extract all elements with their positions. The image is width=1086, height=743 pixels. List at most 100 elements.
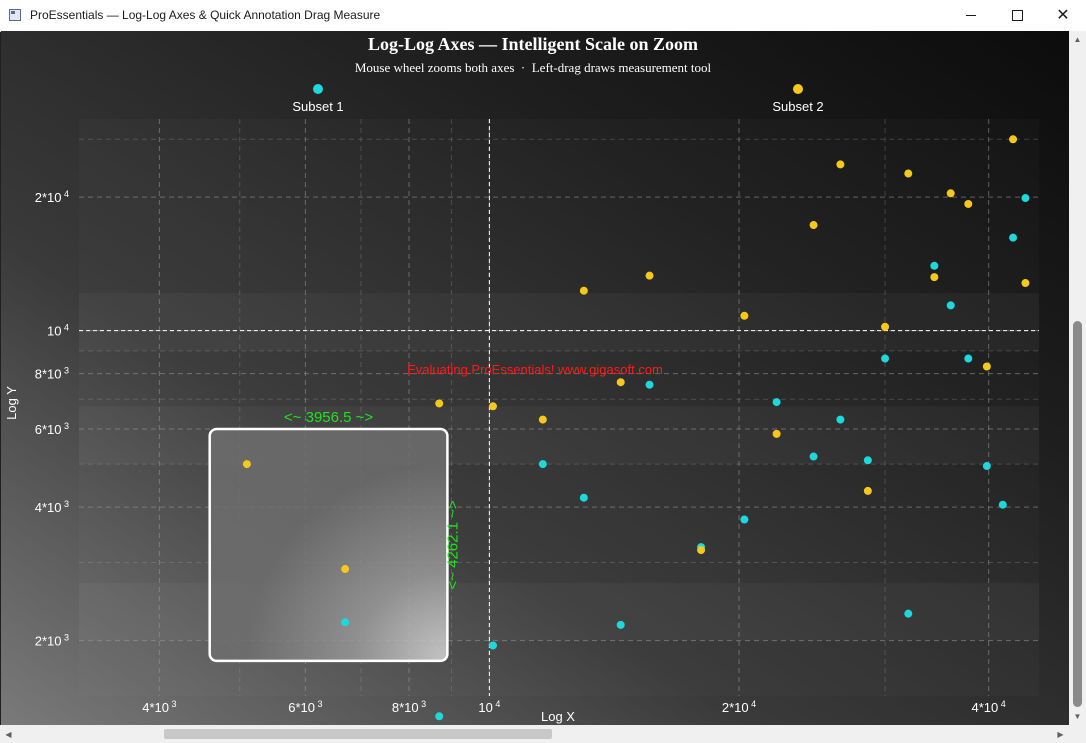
data-points-layer — [242, 135, 1030, 721]
subset-2-point — [645, 271, 654, 280]
scroll-right-icon[interactable]: ▶ — [1057, 729, 1064, 739]
x-tick-exponent: 3 — [169, 699, 177, 709]
subset-2-point — [836, 160, 845, 169]
y-tick-exponent: 4 — [61, 323, 69, 333]
x-tick-exponent: 3 — [419, 699, 427, 709]
y-tick-label: 2*10 3 — [35, 633, 69, 649]
maximize-button[interactable] — [994, 0, 1040, 31]
subset-2-point — [538, 415, 547, 424]
chart-subtitle: Mouse wheel zooms both axes · Left-drag … — [355, 60, 712, 75]
subset-1-point — [645, 380, 654, 389]
measurement-tool[interactable]: <~ 3956.5 ~> <~ 4262.1 ~> — [208, 409, 462, 663]
legend-subset-1-label: Subset 1 — [292, 99, 343, 114]
subset-1-point — [982, 462, 991, 471]
subset-2-point — [1009, 135, 1018, 144]
chart-title: Log-Log Axes — Intelligent Scale on Zoom — [368, 34, 698, 54]
close-button[interactable]: ✕ — [1040, 0, 1086, 31]
subset-2-point — [772, 429, 781, 438]
chart-background — [1, 31, 1069, 725]
legend-subset-1-marker — [313, 84, 323, 94]
subset-1-point — [579, 493, 588, 502]
subset-2-point — [242, 460, 251, 469]
subset-2-point — [982, 362, 991, 371]
y-tick-label: 6*10 3 — [35, 421, 69, 437]
subset-1-point — [964, 354, 973, 363]
y-tick-label: 2*10 4 — [35, 189, 69, 205]
subset-1-point — [904, 609, 913, 618]
minimize-button[interactable] — [948, 0, 994, 31]
axis-labels-layer: 4*10 3 6*10 3 8*10 3 10 4 2*10 4 4*10 42*10 3… — [35, 189, 1006, 715]
subset-2-point — [488, 402, 497, 411]
title-bar[interactable]: ProEssentials — Log-Log Axes & Quick Ann… — [0, 0, 1086, 32]
subset-1-point — [772, 398, 781, 407]
subset-1-point — [863, 456, 872, 465]
subset-1-point — [616, 620, 625, 629]
subset-1-point — [740, 515, 749, 524]
subset-1-point — [809, 452, 818, 461]
y-tick-exponent: 3 — [61, 421, 69, 431]
x-tick-label: 8*10 3 — [392, 699, 426, 715]
subset-2-point — [863, 486, 872, 495]
subset-2-point — [904, 169, 913, 178]
subset-2-point — [881, 322, 890, 331]
x-tick-exponent: 4 — [998, 699, 1006, 709]
app-window-icon — [9, 9, 21, 21]
y-axis-label: Log Y — [4, 386, 19, 420]
subset-1-point — [946, 301, 955, 310]
x-tick-label: 4*10 4 — [972, 699, 1006, 715]
subset-1-point — [930, 261, 939, 270]
x-tick-label: 6*10 3 — [288, 699, 322, 715]
horizontal-scrollbar[interactable]: ◀ ▶ — [0, 725, 1069, 743]
subset-1-point — [538, 460, 547, 469]
legend-subset-2-label: Subset 2 — [772, 99, 823, 114]
legend: Subset 1 Subset 2 — [292, 84, 824, 114]
vertical-scroll-thumb[interactable] — [1073, 321, 1082, 707]
subset-1-point — [1021, 194, 1030, 203]
y-tick-label: 8*10 3 — [35, 366, 69, 382]
subset-2-point — [740, 311, 749, 320]
subset-2-point — [579, 286, 588, 295]
measurement-box[interactable] — [208, 427, 449, 663]
subset-2-point — [697, 546, 706, 555]
window-title: ProEssentials — Log-Log Axes & Quick Ann… — [30, 8, 381, 22]
x-tick-exponent: 4 — [493, 699, 501, 709]
measurement-height-label: <~ 4262.1 ~> — [444, 500, 461, 589]
x-tick-exponent: 3 — [315, 699, 323, 709]
subset-1-point — [1009, 233, 1018, 242]
y-tick-exponent: 3 — [61, 499, 69, 509]
y-tick-exponent: 3 — [61, 366, 69, 376]
chart-canvas[interactable]: <~ 3956.5 ~> <~ 4262.1 ~> 4*10 3 6*10 3 8*1… — [1, 31, 1069, 725]
scrollbar-corner — [1069, 725, 1086, 743]
watermark-text: Evaluating ProEssentials! www.gigasoft.c… — [407, 362, 663, 377]
subset-2-point — [435, 399, 444, 408]
scroll-up-icon[interactable]: ▲ — [1073, 35, 1082, 44]
subset-1-point — [435, 712, 444, 721]
close-icon: ✕ — [1056, 6, 1070, 24]
subset-2-point — [946, 189, 955, 198]
subset-2-point — [964, 199, 973, 208]
x-tick-label: 2*10 4 — [722, 699, 756, 715]
y-tick-label: 4*10 3 — [35, 499, 69, 515]
minimize-icon — [966, 15, 976, 16]
subset-2-point — [341, 565, 350, 574]
subset-2-point — [1021, 279, 1030, 288]
measurement-width-label: <~ 3956.5 ~> — [284, 409, 373, 426]
horizontal-scroll-thumb[interactable] — [164, 729, 552, 739]
subset-1-point — [998, 500, 1007, 509]
subset-1-point — [341, 618, 350, 627]
subset-1-point — [488, 641, 497, 650]
vertical-scrollbar[interactable]: ▲ ▼ — [1069, 31, 1086, 725]
scroll-left-icon[interactable]: ◀ — [5, 729, 12, 739]
x-axis-label: Log X — [541, 709, 575, 724]
subset-2-point — [616, 378, 625, 387]
y-tick-exponent: 4 — [61, 189, 69, 199]
scroll-down-icon[interactable]: ▼ — [1073, 712, 1082, 721]
x-tick-label: 4*10 3 — [142, 699, 176, 715]
legend-subset-2-marker — [793, 84, 803, 94]
subset-1-point — [836, 415, 845, 424]
subset-2-point — [809, 221, 818, 230]
y-tick-exponent: 3 — [61, 633, 69, 643]
x-tick-exponent: 4 — [749, 699, 757, 709]
maximize-icon — [1011, 10, 1023, 21]
